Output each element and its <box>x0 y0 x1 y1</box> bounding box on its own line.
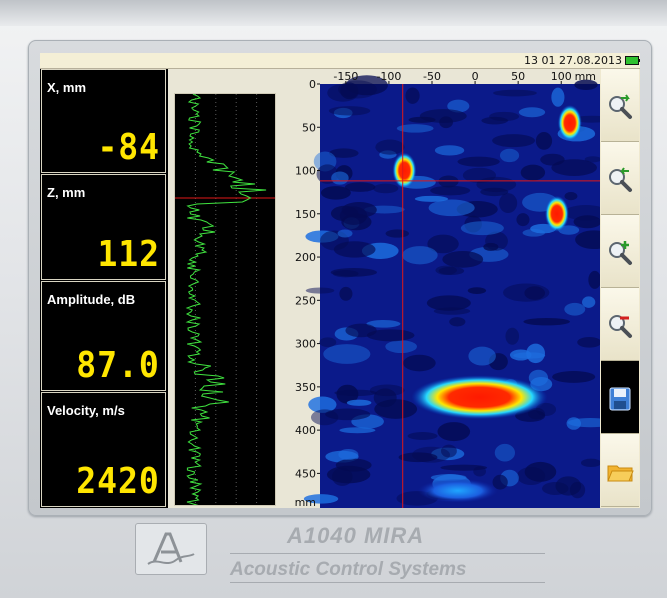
readout-amplitude: Amplitude, dB 87.0 <box>41 281 166 391</box>
readout-velocity: Velocity, m/s 2420 <box>41 392 166 507</box>
y-tick-label: 350 <box>295 381 316 394</box>
zoom-in-icon <box>609 241 632 265</box>
toolbar <box>600 69 640 508</box>
readout-z-value: 112 <box>97 234 160 275</box>
readout-velocity-label: Velocity, m/s <box>47 403 125 418</box>
status-bar: 13 01 27.08.2013 <box>40 53 640 69</box>
y-tick-label: 300 <box>295 338 316 351</box>
model-name: A1040 MIRA <box>287 523 425 548</box>
y-tick-label: 150 <box>295 208 316 221</box>
readout-x-value: -84 <box>97 127 160 168</box>
zoom-reset-button[interactable] <box>601 69 639 142</box>
waveform-trace <box>185 94 267 505</box>
y-tick-label: 250 <box>295 294 316 307</box>
zoom-out-icon <box>609 315 632 338</box>
y-tick-label: 100 <box>295 165 316 178</box>
x-tick-label: 100 <box>551 70 572 83</box>
save-button[interactable] <box>601 361 639 434</box>
company-logo <box>135 523 207 575</box>
b-scan-image[interactable]: -150 -100 -50 0 50 100 mm050100150200250300350… <box>280 69 614 508</box>
zoom-reset-icon <box>609 94 632 119</box>
x-tick-label: 50 <box>511 70 525 83</box>
zoom-out-button[interactable] <box>601 288 639 361</box>
zoom-in-button[interactable] <box>601 215 639 288</box>
readout-amplitude-label: Amplitude, dB <box>47 292 136 307</box>
b-scan-panel[interactable]: -150 -100 -50 0 50 100 mm 0 50 100 150 200 250 300 350… <box>280 69 614 508</box>
x-tick-label: -50 <box>423 70 441 83</box>
battery-icon <box>625 56 640 65</box>
readout-z-label: Z, mm <box>47 185 86 200</box>
y-tick-label: 400 <box>295 424 316 437</box>
device-screen: 13 01 27.08.2013 X, mm -84 Z, mm 112 Amp… <box>40 53 640 508</box>
y-unit-label: mm <box>295 496 316 508</box>
x-unit-label: mm <box>575 70 596 83</box>
open-button[interactable] <box>601 434 639 507</box>
y-tick-label: 450 <box>295 467 316 480</box>
x-tick-label: 0 <box>472 70 479 83</box>
waveform-svg <box>175 94 275 505</box>
echo-spot <box>417 478 498 503</box>
readout-panel: X, mm -84 Z, mm 112 Amplitude, dB 87.0 V… <box>40 69 168 508</box>
brand-panel: A1040 MIRA Acoustic Control Systems <box>135 523 550 585</box>
x-tick-label: -150 <box>333 70 358 83</box>
datetime-label: 13 01 27.08.2013 <box>524 54 622 67</box>
reflector-spot <box>544 195 569 232</box>
reflector-spot <box>411 375 548 420</box>
open-folder-icon <box>607 465 634 482</box>
reflector-spot <box>557 104 582 141</box>
readout-z: Z, mm 112 <box>41 174 166 280</box>
brand-divider-bottom <box>230 582 545 583</box>
brand-divider <box>230 553 545 554</box>
zoom-back-icon <box>609 167 632 192</box>
y-tick-label: 0 <box>309 78 316 91</box>
y-tick-label: 50 <box>302 121 316 134</box>
zoom-back-button[interactable] <box>601 142 639 215</box>
company-name: Acoustic Control Systems <box>230 559 467 580</box>
readout-x-label: X, mm <box>47 80 87 95</box>
x-tick-label: -100 <box>376 70 401 83</box>
readout-x: X, mm -84 <box>41 69 166 173</box>
a-scan-waveform <box>174 93 276 506</box>
save-icon <box>609 387 631 411</box>
readout-amplitude-value: 87.0 <box>76 345 160 386</box>
y-tick-label: 200 <box>295 251 316 264</box>
reflector-spot <box>392 152 417 189</box>
readout-velocity-value: 2420 <box>76 461 160 502</box>
